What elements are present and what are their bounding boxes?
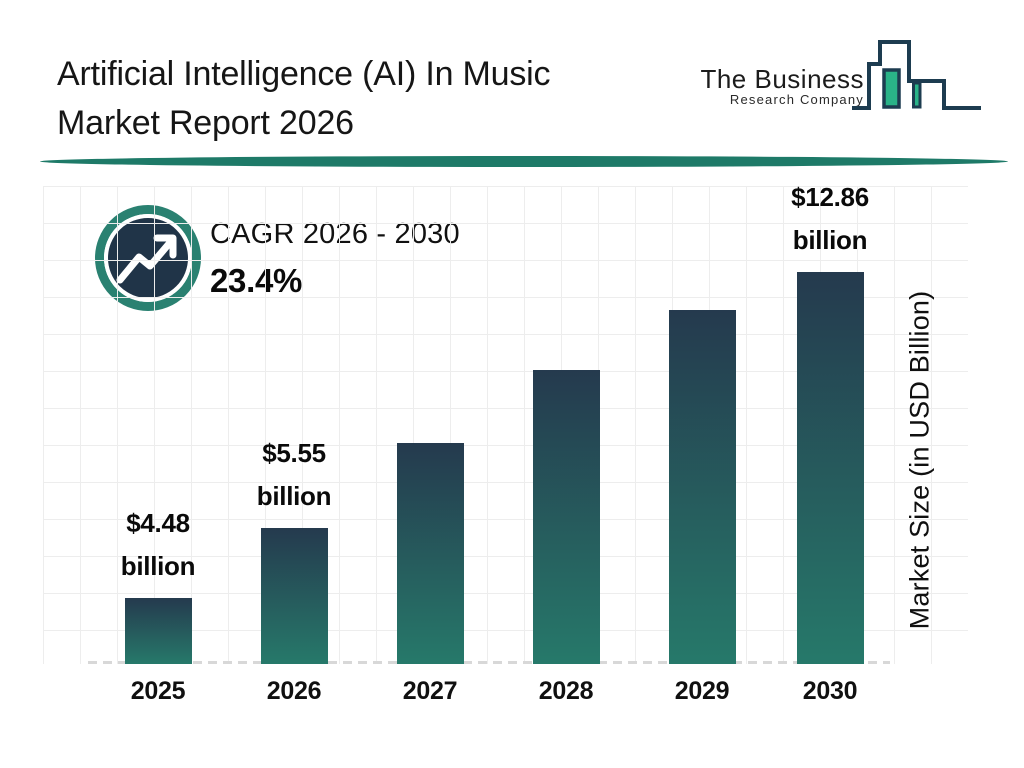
company-logo-text: The Business Research Company — [700, 66, 864, 107]
x-axis-baseline — [88, 661, 890, 664]
bar-2028 — [532, 370, 600, 664]
value-label-2026: $5.55 billion — [256, 438, 332, 511]
y-axis-title: Market Size (in USD Billion) — [904, 290, 935, 630]
bar-chart-logo-icon — [850, 36, 984, 121]
page-title-line1: Artificial Intelligence (AI) In Music — [57, 55, 551, 93]
value-label-2025: $4.48 billion — [120, 508, 196, 581]
x-axis-label-2026: 2026 — [266, 677, 322, 705]
bar-2025 — [124, 598, 192, 664]
x-axis-label-2025: 2025 — [130, 677, 186, 705]
company-logo: The Business Research Company — [700, 36, 984, 121]
bar-2030 — [796, 272, 864, 664]
page-title: Artificial Intelligence (AI) In Music Ma… — [57, 50, 697, 148]
page-title-line2: Market Report 2026 — [57, 104, 354, 142]
divider-line — [40, 156, 1008, 167]
bar-2029 — [668, 310, 736, 664]
x-axis-label-2030: 2030 — [802, 677, 858, 705]
company-name: The Business — [700, 64, 864, 94]
bar-2027 — [396, 443, 464, 664]
bar-2026 — [260, 528, 328, 664]
x-axis-label-2029: 2029 — [674, 677, 730, 705]
x-axis-label-2028: 2028 — [538, 677, 594, 705]
company-subtitle: Research Company — [729, 92, 864, 107]
x-axis-label-2027: 2027 — [402, 677, 458, 705]
value-label-2030: $12.86 billion — [791, 182, 869, 255]
